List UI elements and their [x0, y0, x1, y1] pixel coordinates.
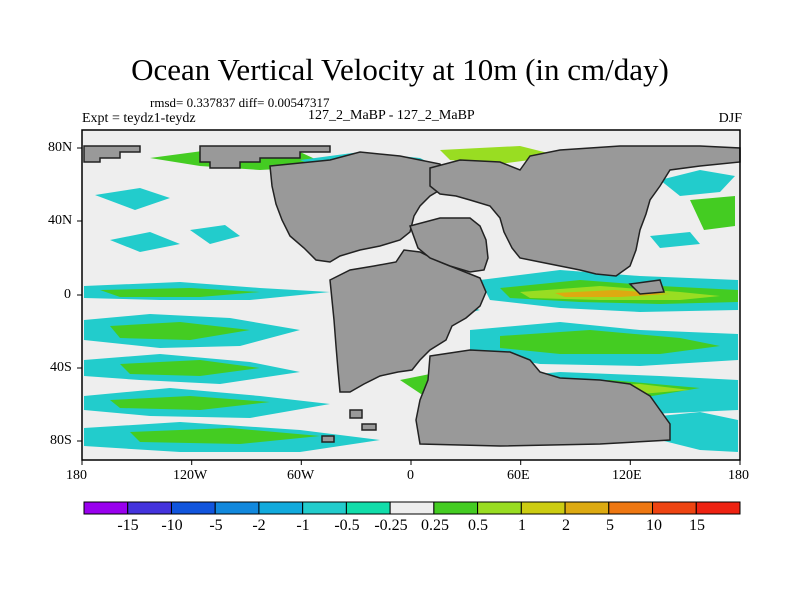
land-africa	[409, 217, 489, 273]
colorbar-swatch	[302, 501, 347, 515]
land-small-island	[349, 409, 363, 419]
land-south-america	[329, 249, 487, 393]
contour-patch	[500, 330, 720, 354]
colorbar-label: -2	[252, 517, 266, 534]
colorbar-label: -10	[161, 517, 183, 534]
contour-patch	[555, 290, 670, 297]
colorbar-label: 10	[646, 517, 662, 534]
x-tick-label: 180	[66, 468, 87, 483]
colorbar-label: 2	[562, 517, 570, 534]
y-tick-label: 80N	[48, 140, 73, 155]
contour-patch	[690, 196, 735, 230]
y-tick-label: 40N	[48, 213, 73, 228]
colorbar-swatch	[608, 501, 654, 515]
contour-patch	[110, 232, 180, 252]
contour-patch	[110, 396, 270, 410]
contour-patch	[130, 428, 320, 444]
colorbar-label: 5	[606, 517, 614, 534]
contour-patch	[95, 188, 170, 210]
x-tick-label: 0	[407, 468, 414, 483]
colorbar-label: 0.5	[468, 517, 488, 534]
y-tick-label: 80S	[50, 433, 72, 448]
colorbar-swatch	[345, 501, 391, 515]
land-small-island	[361, 423, 377, 431]
x-tick-label: 120W	[173, 468, 208, 483]
colorbar-swatch	[433, 501, 479, 515]
colorbar-label: -0.25	[374, 517, 408, 534]
x-tick-label: 60E	[507, 468, 530, 483]
land-greenland-north	[199, 145, 331, 169]
colorbar-swatch	[477, 501, 522, 515]
colorbar-swatch	[214, 501, 260, 515]
x-ticks	[81, 460, 741, 465]
x-tick-label: 60W	[287, 468, 315, 483]
land-north-america	[269, 151, 449, 263]
colorbar-label: -0.5	[334, 517, 360, 534]
contour-patch	[190, 225, 240, 244]
y-tick-label: 40S	[50, 360, 72, 375]
colorbar-swatch	[695, 501, 741, 515]
land-eurasia	[429, 145, 741, 277]
colorbar-label: -5	[209, 517, 223, 534]
x-tick-label: 180	[728, 468, 749, 483]
colorbar	[83, 501, 741, 515]
land-masses	[83, 145, 741, 447]
land-small-island	[321, 435, 335, 443]
colorbar-swatch	[258, 501, 304, 515]
center-label: 127_2_MaBP - 127_2_MaBP	[308, 108, 475, 123]
x-tick-label: 120E	[612, 468, 642, 483]
colorbar-swatch	[652, 501, 697, 515]
y-tick-label: 0	[64, 287, 71, 302]
contour-patch	[120, 360, 260, 376]
colorbar-label: 15	[689, 517, 705, 534]
experiment-label: Expt = teydz1-teydz	[82, 111, 196, 126]
contour-patch	[660, 170, 735, 196]
stats-line: rmsd= 0.337837 diff= 0.00547317	[150, 95, 330, 110]
colorbar-label: 1	[518, 517, 526, 534]
y-ticks	[77, 147, 82, 442]
land-australia	[415, 349, 671, 447]
colorbar-swatch	[520, 501, 566, 515]
colorbar-swatch	[170, 501, 216, 515]
contour-patch	[650, 232, 700, 248]
colorbar-swatch	[389, 501, 435, 515]
colorbar-swatch	[127, 501, 172, 515]
colorbar-label: -15	[117, 517, 139, 534]
contour-patch	[110, 322, 250, 340]
colorbar-swatch	[564, 501, 610, 515]
land-islands	[628, 279, 666, 295]
season-label: DJF	[718, 111, 742, 126]
colorbar-label: -1	[296, 517, 310, 534]
plot-title: Ocean Vertical Velocity at 10m (in cm/da…	[131, 52, 669, 87]
colorbar-swatch	[83, 501, 129, 515]
land-arctic-west	[83, 145, 141, 163]
contour-patch	[100, 288, 260, 297]
colorbar-label: 0.25	[421, 517, 449, 534]
